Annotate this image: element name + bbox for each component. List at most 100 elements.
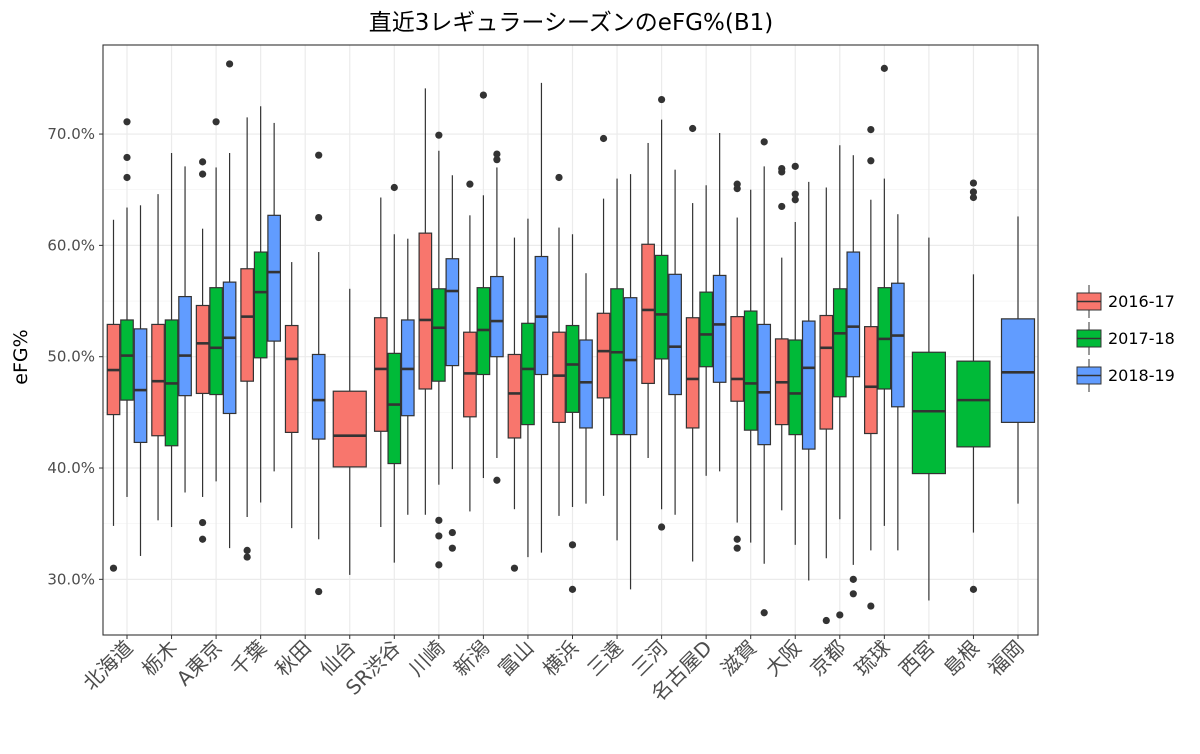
legend-label: 2017-18	[1108, 329, 1175, 348]
x-tick-label: 京都	[805, 636, 850, 681]
box-2016-17-川崎	[418, 88, 433, 515]
x-tick-label: 千葉	[226, 636, 271, 681]
iqr-box	[521, 322, 535, 426]
iqr-box	[846, 251, 861, 378]
outlier-point	[849, 590, 857, 598]
iqr-box	[832, 288, 847, 398]
iqr-box	[552, 331, 566, 423]
outlier-point	[778, 168, 786, 176]
box-2016-17-大阪	[774, 164, 789, 511]
box-2016-17-京都	[819, 187, 834, 625]
box-2016-17-栃木	[151, 194, 165, 521]
box-2017-18-琉球	[877, 64, 892, 526]
box-2016-17-千葉	[240, 117, 254, 561]
legend-item-2017-18: 2017-18	[1076, 322, 1175, 355]
plot-layer	[106, 60, 1036, 625]
box-2016-17-SR渋谷	[373, 197, 388, 528]
x-tick-label: 富山	[493, 636, 538, 681]
outlier-point	[123, 173, 131, 182]
iqr-box	[311, 353, 326, 440]
x-tick-label: 川崎	[404, 636, 449, 681]
box-2016-17-三河	[641, 142, 655, 458]
iqr-box	[623, 297, 638, 436]
outlier-point	[390, 183, 398, 192]
iqr-box	[418, 232, 433, 390]
iqr-box	[332, 390, 367, 468]
box-2016-17-A東京	[195, 158, 210, 543]
outlier-point	[689, 124, 697, 133]
iqr-box	[712, 274, 727, 383]
outlier-point	[867, 126, 875, 134]
box-2018-19-名古屋D	[712, 132, 727, 472]
box-2016-17-富山	[507, 237, 522, 572]
iqr-box	[863, 326, 878, 435]
y-axis-label: eFG%	[10, 329, 32, 384]
outlier-point	[199, 535, 207, 543]
box-2018-19-SR渋谷	[400, 238, 415, 515]
box-2017-18-栃木	[164, 152, 179, 528]
x-tick-label: 横浜	[538, 636, 583, 681]
iqr-box	[1000, 318, 1036, 423]
iqr-box	[178, 295, 192, 397]
iqr-box	[253, 251, 268, 359]
legend-label: 2016-17	[1108, 292, 1175, 311]
outlier-point	[555, 173, 563, 182]
outlier-point	[315, 151, 323, 159]
outlier-point	[880, 64, 888, 72]
box-2018-19-栃木	[178, 166, 192, 493]
outlier-point	[568, 585, 577, 593]
iqr-box	[209, 287, 223, 396]
iqr-box	[685, 317, 700, 429]
box-2017-18-川崎	[432, 131, 446, 569]
iqr-box	[596, 312, 611, 399]
outlier-point	[836, 611, 844, 619]
outlier-point	[466, 180, 474, 188]
legend-label: 2018-19	[1108, 366, 1175, 385]
box-2016-17-滋賀	[730, 180, 745, 552]
iqr-box	[819, 314, 834, 430]
box-2017-18-名古屋D	[699, 185, 714, 476]
x-tick-label: 三遠	[582, 636, 627, 681]
iqr-box	[956, 360, 991, 448]
outlier-point	[658, 95, 666, 104]
iqr-box	[267, 214, 281, 342]
outlier-point	[969, 188, 978, 196]
iqr-box	[668, 273, 682, 396]
box-2018-19-大阪	[801, 181, 816, 581]
box-2018-19-新潟	[490, 150, 504, 484]
outlier-point	[760, 609, 768, 617]
box-2017-18-SR渋谷	[387, 183, 402, 563]
box-2017-18-A東京	[209, 118, 223, 482]
x-tick-label: 大阪	[761, 636, 806, 681]
iqr-box	[788, 339, 803, 436]
box-2018-19-琉球	[890, 214, 905, 551]
outlier-point	[733, 544, 741, 552]
chart-title: 直近3レギュラーシーズンのeFG%(B1)	[369, 10, 773, 36]
y-tick-label: 40.0%	[47, 459, 95, 477]
box-2016-17-秋田	[284, 262, 299, 529]
iqr-box	[801, 320, 816, 450]
legend-item-2018-19: 2018-19	[1076, 359, 1175, 392]
iqr-box	[240, 268, 254, 382]
iqr-box	[610, 288, 624, 436]
outlier-point	[778, 202, 786, 211]
outlier-point	[599, 134, 608, 143]
outlier-point	[733, 535, 741, 543]
box-2016-17-仙台	[332, 288, 367, 575]
box-2016-17-横浜	[552, 173, 566, 516]
outlier-point	[315, 213, 323, 222]
box-2016-17-名古屋D	[685, 124, 700, 562]
iqr-box	[565, 324, 580, 413]
box-2017-18-北海道	[120, 118, 134, 497]
iqr-box	[284, 324, 299, 433]
outlier-point	[315, 587, 323, 596]
box-2018-19-京都	[846, 155, 861, 598]
iqr-box	[743, 310, 758, 431]
outlier-point	[568, 541, 577, 549]
iqr-box	[133, 328, 148, 444]
iqr-box	[507, 353, 522, 439]
outlier-point	[791, 190, 799, 198]
outlier-point	[479, 91, 487, 99]
box-2018-19-三遠	[623, 174, 638, 590]
